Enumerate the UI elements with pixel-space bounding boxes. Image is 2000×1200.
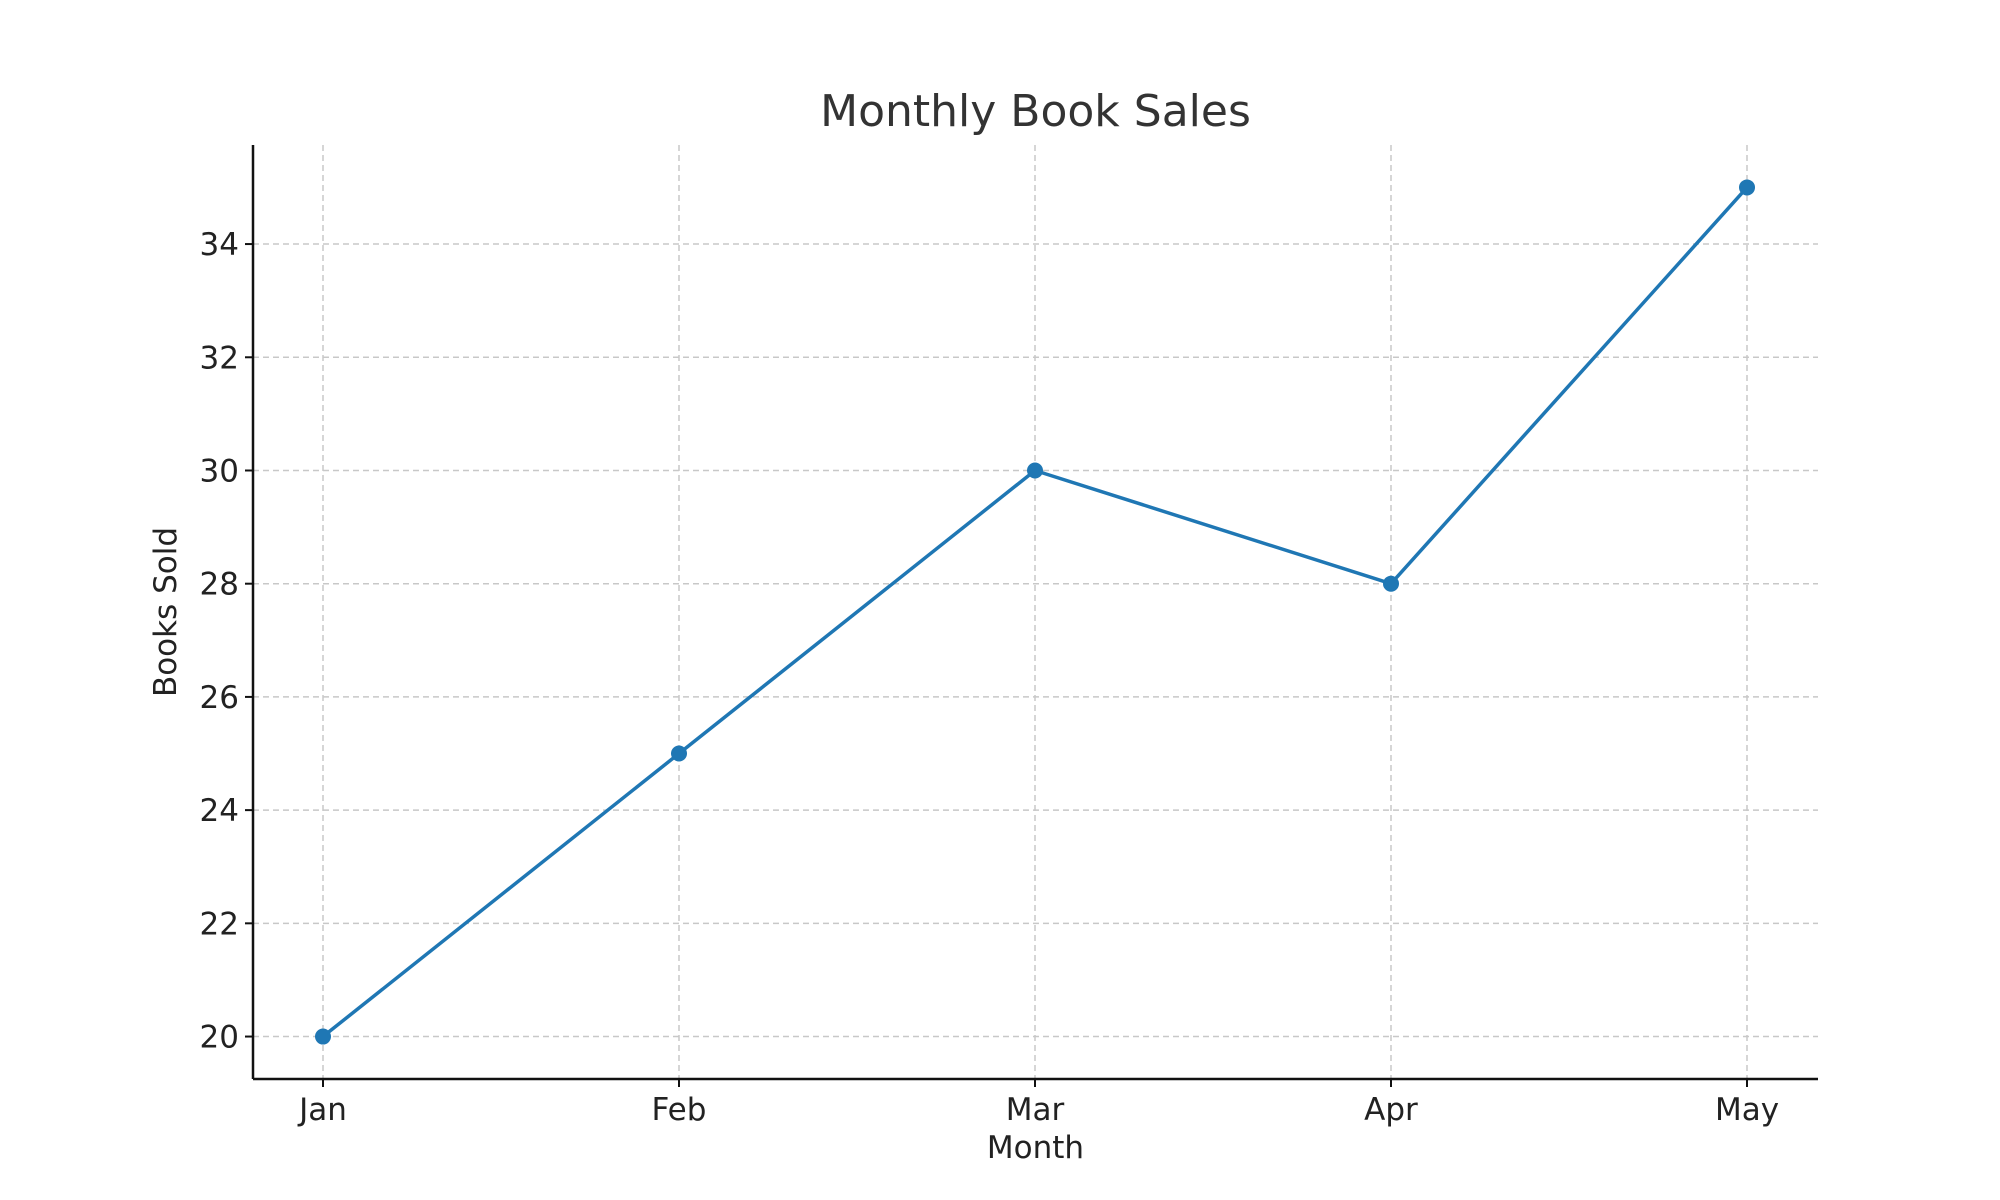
data-point-marker	[1739, 179, 1755, 196]
y-tick-label: 26	[200, 680, 239, 716]
y-tick-label: 24	[200, 793, 239, 829]
y-tick-label: 20	[200, 1020, 239, 1056]
data-point-marker	[1383, 575, 1399, 592]
x-tick-label: Mar	[1006, 1092, 1065, 1128]
x-tick-label: May	[1715, 1092, 1779, 1128]
grid-lines	[253, 145, 1818, 1079]
y-tick-label: 30	[200, 453, 239, 489]
x-tick-label: Apr	[1364, 1092, 1418, 1128]
x-axis-title: Month	[987, 1130, 1084, 1166]
chart-title: Monthly Book Sales	[820, 86, 1251, 137]
data-point-marker	[1027, 462, 1043, 479]
y-tick-label: 32	[200, 340, 239, 376]
y-axis-ticks: 20 22 24 26 28 30 32 34	[200, 227, 253, 1056]
x-tick-label: Feb	[652, 1092, 707, 1128]
y-tick-label: 22	[200, 906, 239, 942]
y-axis-title: Books Sold	[148, 527, 184, 697]
x-tick-label: Jan	[297, 1092, 347, 1128]
data-series	[315, 179, 1755, 1045]
y-tick-label: 34	[200, 227, 239, 263]
y-tick-label: 28	[200, 567, 239, 603]
data-point-marker	[315, 1028, 331, 1045]
x-axis-ticks: Jan Feb Mar Apr May	[297, 1079, 1779, 1128]
data-point-marker	[671, 745, 687, 762]
